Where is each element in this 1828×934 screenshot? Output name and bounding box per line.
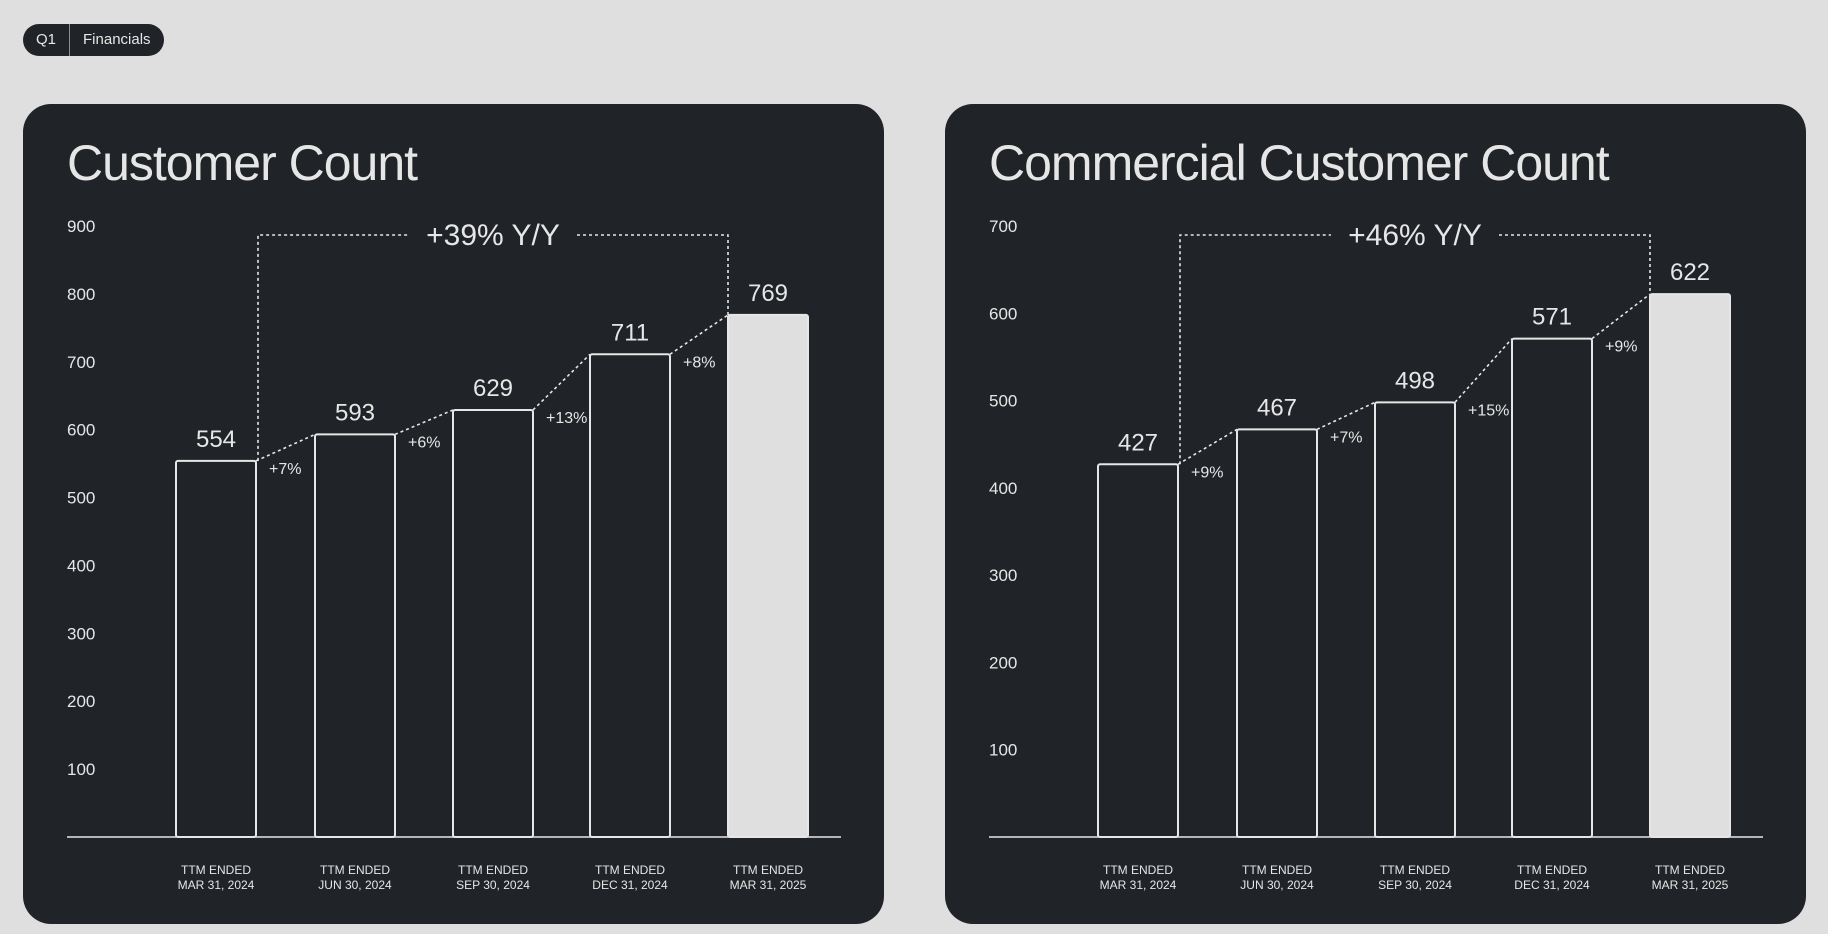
growth-label: +7% <box>1330 429 1362 446</box>
x-tick-label: TTM ENDED <box>320 863 390 877</box>
x-tick-label: JUN 30, 2024 <box>1240 878 1314 892</box>
bar <box>314 433 396 838</box>
growth-label: +6% <box>408 434 440 451</box>
bar-value-label: 622 <box>1670 259 1710 286</box>
y-tick-label: 600 <box>989 304 1017 323</box>
growth-label: +13% <box>546 410 587 427</box>
bar-value-label: 554 <box>196 426 236 453</box>
x-tick-label: MAR 31, 2024 <box>1100 878 1177 892</box>
bar-value-label: 571 <box>1532 304 1572 331</box>
section-label: Financials <box>83 31 151 48</box>
x-tick-label: TTM ENDED <box>1517 863 1587 877</box>
section-badge: Q1 Financials <box>23 24 164 56</box>
y-tick-label: 300 <box>989 566 1017 585</box>
y-tick-label: 900 <box>67 217 95 236</box>
growth-connector <box>669 314 729 355</box>
bar <box>727 313 809 838</box>
y-tick-label: 300 <box>67 624 95 643</box>
badge-divider <box>69 24 71 56</box>
chart-title: Commercial Customer Count <box>989 135 1610 191</box>
growth-label: +7% <box>269 461 301 478</box>
bar-value-label: 769 <box>748 280 788 307</box>
y-tick-label: 500 <box>67 489 95 508</box>
bar <box>452 408 534 838</box>
y-tick-label: 700 <box>67 353 95 372</box>
quarter-label: Q1 <box>36 31 57 48</box>
x-tick-label: MAR 31, 2025 <box>730 878 807 892</box>
customer-count-panel: Customer Count 100 200 300 400 500 600 700 800 9… <box>23 104 884 924</box>
x-tick-label: TTM ENDED <box>595 863 665 877</box>
x-tick-label: DEC 31, 2024 <box>592 878 668 892</box>
y-tick-label: 400 <box>989 479 1017 498</box>
y-tick-label: 700 <box>989 217 1017 236</box>
y-tick-label: 500 <box>989 392 1017 411</box>
bar <box>175 459 257 838</box>
growth-connector <box>1177 428 1238 465</box>
yoy-bracket <box>257 234 409 461</box>
bar-value-label: 711 <box>611 319 649 346</box>
growth-label: +15% <box>1468 402 1509 419</box>
x-tick-label: DEC 31, 2024 <box>1514 878 1590 892</box>
y-tick-label: 100 <box>67 760 95 779</box>
bar <box>1374 401 1456 838</box>
x-tick-label: MAR 31, 2025 <box>1652 878 1729 892</box>
growth-connector <box>1591 293 1651 340</box>
chart-title: Customer Count <box>67 135 418 191</box>
x-tick-label: TTM ENDED <box>181 863 251 877</box>
bar <box>1511 337 1593 838</box>
bar <box>1649 293 1731 838</box>
growth-connector <box>1316 401 1376 431</box>
growth-connector <box>532 353 591 411</box>
x-tick-label: MAR 31, 2024 <box>178 878 255 892</box>
bar-value-label: 498 <box>1395 367 1435 394</box>
growth-connector <box>255 433 316 462</box>
y-tick-label: 400 <box>67 556 95 575</box>
bar-value-label: 593 <box>335 399 375 426</box>
yoy-label: +46% Y/Y <box>1348 219 1482 252</box>
y-tick-label: 600 <box>67 421 95 440</box>
yoy-bracket <box>1499 234 1651 295</box>
x-tick-label: SEP 30, 2024 <box>456 878 530 892</box>
yoy-bracket <box>577 234 729 315</box>
growth-connector <box>1454 338 1513 403</box>
y-tick-label: 800 <box>67 285 95 304</box>
growth-connector <box>394 409 454 436</box>
growth-label: +9% <box>1191 464 1223 481</box>
x-tick-label: JUN 30, 2024 <box>318 878 392 892</box>
bar <box>589 353 671 838</box>
y-tick-label: 200 <box>989 653 1017 672</box>
x-tick-label: TTM ENDED <box>458 863 528 877</box>
bar <box>1097 463 1179 838</box>
yoy-label: +39% Y/Y <box>426 219 560 252</box>
yoy-bracket <box>1179 234 1331 465</box>
bar <box>1236 428 1318 838</box>
x-tick-label: TTM ENDED <box>1380 863 1450 877</box>
bar-value-label: 467 <box>1257 394 1297 421</box>
commercial-customer-count-panel: Commercial Customer Count 100 200 300 400 50… <box>945 104 1806 924</box>
x-tick-label: TTM ENDED <box>1242 863 1312 877</box>
x-tick-label: TTM ENDED <box>1655 863 1725 877</box>
y-tick-label: 200 <box>67 692 95 711</box>
x-tick-label: TTM ENDED <box>733 863 803 877</box>
growth-label: +8% <box>683 354 715 371</box>
y-tick-label: 100 <box>989 741 1017 760</box>
bar-value-label: 629 <box>473 375 513 402</box>
growth-label: +9% <box>1605 339 1637 356</box>
bar-value-label: 427 <box>1118 429 1158 456</box>
x-tick-label: TTM ENDED <box>1103 863 1173 877</box>
x-tick-label: SEP 30, 2024 <box>1378 878 1452 892</box>
